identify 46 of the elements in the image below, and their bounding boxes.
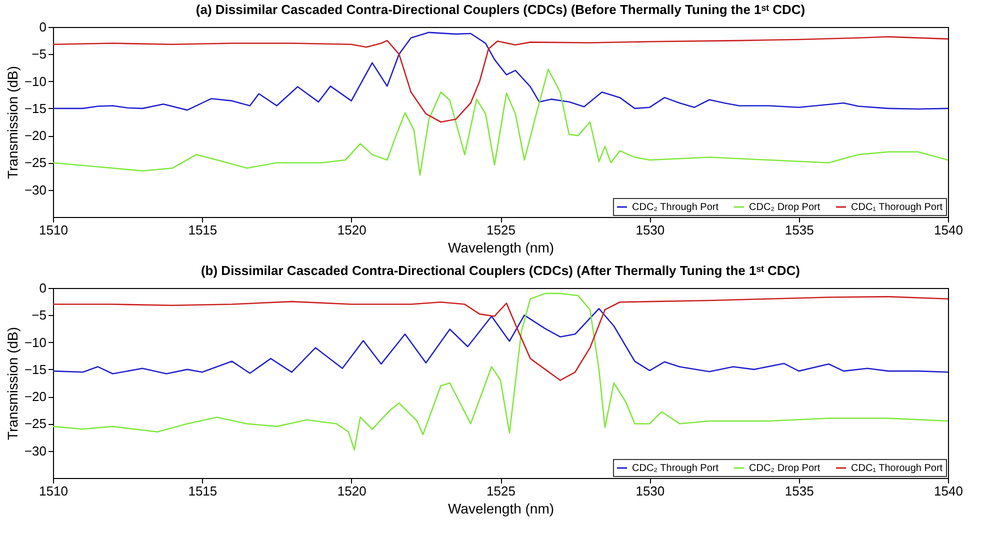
x-tick-label: 1530 [636, 484, 665, 498]
legend-label: CDC₂ Drop Port [749, 202, 820, 213]
y-tick-label: −10 [24, 74, 46, 89]
y-tick-label: −25 [24, 416, 46, 432]
y-tick-label: −10 [24, 334, 46, 350]
x-tick-label: 1525 [486, 484, 516, 498]
chart-title: (a) Dissimilar Cascaded Contra-Directional Couplers (CDCs) (Before Thermally Tuning the 1ˢᵗ CDC) [196, 2, 806, 17]
legend-label: CDC₁ Thorough Port [851, 463, 943, 474]
y-tick-label: −5 [32, 308, 46, 323]
x-tick-label: 1535 [784, 484, 814, 498]
x-axis-title: Wavelength (nm) [448, 240, 554, 256]
y-tick-label: 0 [39, 280, 46, 296]
x-tick-label: 1515 [188, 484, 218, 498]
line-series [52, 296, 949, 381]
y-axis-title: Transmission (dB) [4, 66, 20, 180]
x-axis-title: Wavelength (nm) [448, 500, 554, 516]
y-tick-label: 0 [39, 20, 46, 34]
x-tick-label: 1530 [636, 222, 665, 238]
line-series [52, 68, 949, 176]
y-tick-label: −25 [24, 155, 46, 170]
x-tick-label: 1510 [39, 484, 68, 498]
y-tick-label: −5 [32, 46, 46, 62]
x-tick-label: 1540 [934, 484, 963, 498]
y-tick-label: −30 [24, 182, 46, 198]
line-series [52, 292, 949, 450]
y-tick-label: −15 [24, 362, 46, 377]
y-tick-label: −20 [24, 128, 46, 144]
y-axis-title: Transmission (dB) [4, 326, 20, 440]
y-tick-label: −20 [24, 389, 46, 404]
x-tick-label: 1520 [337, 484, 366, 498]
line-series [52, 32, 949, 111]
chart-title: (b) Dissimilar Cascaded Contra-Directional Couplers (CDCs) (After Thermally Tuning the 1ˢᵗ CDC) [200, 263, 800, 278]
legend-label: CDC₂ Drop Port [749, 463, 820, 474]
line-series [52, 308, 949, 374]
x-tick-label: 1515 [188, 222, 218, 238]
line-series [52, 36, 949, 123]
y-tick-label: −15 [24, 100, 46, 116]
x-tick-label: 1535 [784, 222, 814, 238]
x-tick-label: 1510 [39, 222, 68, 238]
x-tick-label: 1540 [934, 222, 963, 238]
legend-label: CDC₂ Through Port [632, 202, 719, 213]
x-tick-label: 1520 [337, 222, 366, 238]
x-tick-label: 1525 [486, 222, 516, 238]
legend-label: CDC₂ Through Port [632, 463, 719, 474]
y-tick-label: −30 [24, 443, 46, 458]
legend-label: CDC₁ Thorough Port [851, 202, 943, 213]
